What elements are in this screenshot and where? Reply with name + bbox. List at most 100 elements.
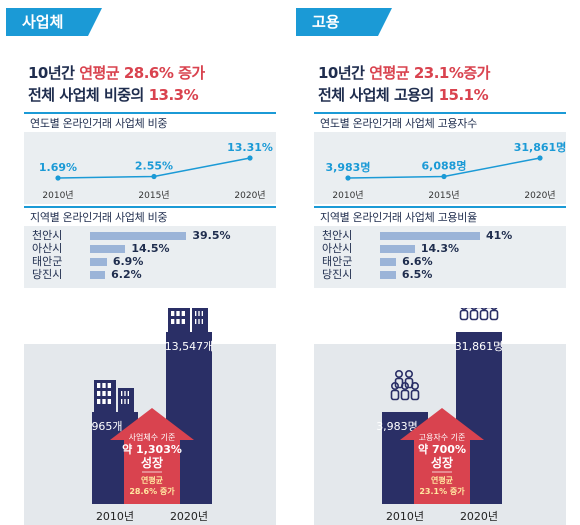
building-window	[195, 311, 197, 316]
person-body	[400, 389, 410, 401]
building-window	[181, 319, 185, 324]
bar-row: 아산시 14.5%	[24, 243, 276, 255]
building-window	[171, 311, 175, 316]
bar-category-label: 천안시	[32, 229, 63, 242]
tick-label: 2010년	[42, 190, 73, 201]
arrow-value: 약 700%	[418, 442, 466, 456]
bar-category-label: 아산시	[32, 242, 63, 255]
building-body	[118, 388, 134, 412]
bar	[90, 232, 187, 240]
bar-category-label: 당진시	[32, 268, 63, 281]
bar-row: 태안군 6.9%	[24, 256, 276, 268]
building-window	[198, 319, 200, 324]
arrow-caption: 사업체수 기준	[129, 432, 176, 442]
data-point	[441, 173, 447, 180]
building-window	[107, 391, 111, 396]
line-chart-title: 연도별 온라인거래 사업체 고용자수	[314, 112, 566, 132]
building-window	[121, 391, 123, 396]
data-point	[55, 175, 61, 181]
headline-highlight: 연평균 28.6% 증가	[79, 64, 205, 82]
headline-highlight: 연평균 23.1%증가	[369, 64, 490, 82]
arrow-subcaption: 연평균	[141, 475, 164, 485]
arrow-subcaption: 연평균	[431, 475, 454, 485]
data-label: 3,983명	[326, 160, 371, 174]
data-point	[537, 155, 543, 161]
bar-value-label: 14.3%	[420, 242, 460, 255]
tick-label: 2015년	[138, 190, 169, 201]
people-icon	[459, 308, 499, 321]
building-window	[195, 319, 197, 324]
headline-text: 10년간	[318, 64, 370, 82]
building-body	[192, 308, 208, 332]
employment-panel: 고용 10년간 연평균 23.1%증가 전체 사업체 고용의 15.1% 연도별…	[296, 8, 574, 525]
tick-label: 2020년	[524, 190, 555, 201]
person-body	[469, 309, 479, 321]
business-tab[interactable]: 사업체	[6, 8, 102, 36]
business-headline: 10년간 연평균 28.6% 증가 전체 사업체 비중의 13.3%	[28, 62, 205, 106]
bar-chart-title: 지역별 온라인거래 사업체 비중	[24, 206, 276, 226]
person-body	[489, 309, 499, 321]
building-window	[102, 391, 106, 396]
building-window	[127, 391, 129, 396]
growth-chart: 3,983명 2010년 31,861명 2020년 고용자수 기준약 700%성장연평…	[376, 308, 503, 523]
growth-arrow	[400, 408, 484, 504]
arrow-growth: 성장	[431, 456, 453, 470]
bar-row: 당진시 6.2%	[24, 269, 276, 281]
employment-tab[interactable]: 고용	[296, 8, 392, 36]
bar-row: 아산시 14.3%	[314, 243, 566, 255]
building-window	[181, 311, 185, 316]
arrow-caption: 고용자수 기준	[419, 433, 466, 442]
person-body	[479, 309, 489, 321]
headline-text: 10년간	[28, 64, 80, 82]
building-window	[198, 311, 200, 316]
bar-value-label: 6.9%	[112, 255, 144, 268]
person-body	[404, 377, 414, 389]
data-point	[151, 173, 157, 180]
person-head	[480, 308, 488, 310]
person-body	[394, 377, 404, 389]
bar-value-label: 14.5%	[131, 242, 170, 255]
building-window	[107, 399, 111, 404]
bar-value-label: 6.5%	[401, 268, 433, 281]
bar-category-label: 태안군	[32, 255, 63, 268]
data-point	[247, 155, 253, 161]
building-icon	[192, 308, 208, 332]
bar-category-label: 아산시	[322, 242, 353, 255]
data-label: 6,088명	[422, 158, 467, 172]
people-icon	[394, 369, 414, 389]
building-window	[121, 399, 123, 404]
data-point	[345, 175, 351, 181]
data-label: 2.55%	[135, 160, 173, 173]
business-panel: 사업체 10년간 연평균 28.6% 증가 전체 사업체 비중의 13.3% 연…	[6, 8, 284, 525]
building-icon	[168, 308, 190, 332]
bar-row: 천안시 39.5%	[24, 230, 276, 242]
bar-value-label: 3,983명	[376, 420, 418, 433]
person-head	[470, 308, 478, 310]
data-label: 31,861명	[514, 140, 566, 154]
bar	[380, 245, 415, 253]
arrow-growth: 성장	[141, 456, 163, 470]
person-body	[390, 389, 400, 401]
tick-label: 2010년	[332, 190, 363, 201]
bar-value-label: 41%	[486, 229, 513, 242]
tick-label: 2020년	[234, 190, 265, 201]
building-window	[201, 319, 203, 324]
building-window	[176, 311, 180, 316]
bar	[90, 271, 106, 279]
bar-row: 태안군 6.6%	[314, 256, 566, 268]
building-window	[124, 391, 126, 396]
bar-category-label: 태안군	[322, 255, 353, 268]
building-window	[102, 383, 106, 388]
bar	[90, 245, 126, 253]
bar-chart: 천안시 39.5% 아산시 14.5% 태안군 6.9% 당진시 6.2%	[24, 230, 276, 286]
building-window	[171, 319, 175, 324]
bar-row: 당진시 6.5%	[314, 269, 566, 281]
growth-infographic: 965개 2010년 13,547개 2020년 사업체수 기준 약 1,303% 성장 연평…	[6, 308, 284, 525]
tick-label: 2010년	[386, 510, 424, 523]
bar-value-label: 6.2%	[111, 268, 142, 281]
headline-text: 전체 사업체 고용의	[318, 86, 439, 104]
bar	[380, 232, 480, 240]
arrow-value: 약 1,303%	[122, 442, 182, 456]
building-window	[176, 319, 180, 324]
arrow-subvalue: 28.6% 증가	[129, 486, 175, 496]
